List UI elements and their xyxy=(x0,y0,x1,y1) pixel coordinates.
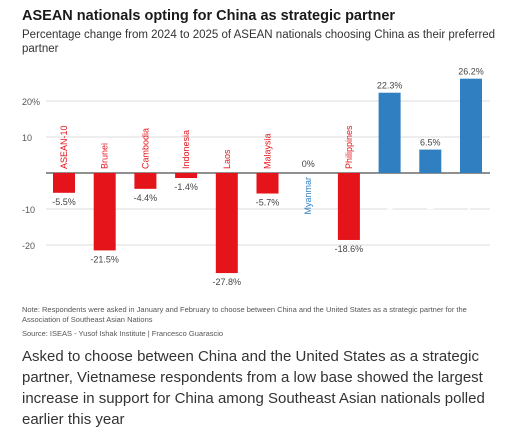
value-label: -4.4% xyxy=(134,193,158,203)
y-tick-label: 10 xyxy=(22,133,32,143)
value-label: -5.5% xyxy=(52,197,76,207)
bar-asean-10 xyxy=(53,173,75,193)
bar-thailand xyxy=(419,149,442,173)
category-label: Cambodia xyxy=(140,128,150,169)
y-tick-label: -20 xyxy=(22,241,35,251)
value-label: -5.7% xyxy=(256,198,280,208)
bar-singapore xyxy=(378,92,401,173)
article-caption: Asked to choose between China and the Un… xyxy=(22,348,485,428)
value-label: -27.8% xyxy=(213,277,242,287)
chart-title: ASEAN nationals opting for China as stra… xyxy=(22,8,396,24)
category-label: Singapore xyxy=(385,177,395,218)
value-label: -1.4% xyxy=(174,182,198,192)
bar-malaysia xyxy=(256,173,279,194)
bar-philippines xyxy=(337,173,360,240)
bar-laos xyxy=(215,173,238,274)
bar-vietnam xyxy=(460,78,482,173)
category-label: Myanmar xyxy=(303,177,313,215)
value-label: 0% xyxy=(302,159,315,169)
category-label: Brunei xyxy=(100,143,110,169)
chart-subtitle: Percentage change from 2024 to 2025 of A… xyxy=(22,29,496,55)
value-label: 6.5% xyxy=(420,138,441,148)
category-label: Laos xyxy=(222,149,232,169)
category-label: Philippines xyxy=(344,125,354,169)
y-tick-label: 20% xyxy=(22,97,40,107)
value-label: -21.5% xyxy=(90,254,119,264)
value-label: -18.6% xyxy=(335,244,364,254)
category-label: Thailand xyxy=(425,177,435,212)
category-label: ASEAN-10 xyxy=(59,125,69,169)
y-tick-label: -10 xyxy=(22,205,35,215)
bar-chart: 20% 10 -10 -20 -5.5% ASEAN-10 -21.5% Brunei -4.… xyxy=(22,67,490,287)
category-label: Indonesia xyxy=(181,130,191,169)
chart-source: Source: ISEAS - Yusof Ishak Institute | … xyxy=(22,329,224,338)
bar-indonesia xyxy=(175,173,198,179)
value-label: 26.2% xyxy=(458,67,484,77)
chart-note: Note: Respondents were asked in January … xyxy=(22,305,467,324)
category-label: Vietnam xyxy=(466,177,476,210)
bar-cambodia xyxy=(134,173,157,189)
category-label: Malaysia xyxy=(263,133,273,169)
bar-brunei xyxy=(93,173,116,251)
value-label: 22.3% xyxy=(377,81,403,91)
